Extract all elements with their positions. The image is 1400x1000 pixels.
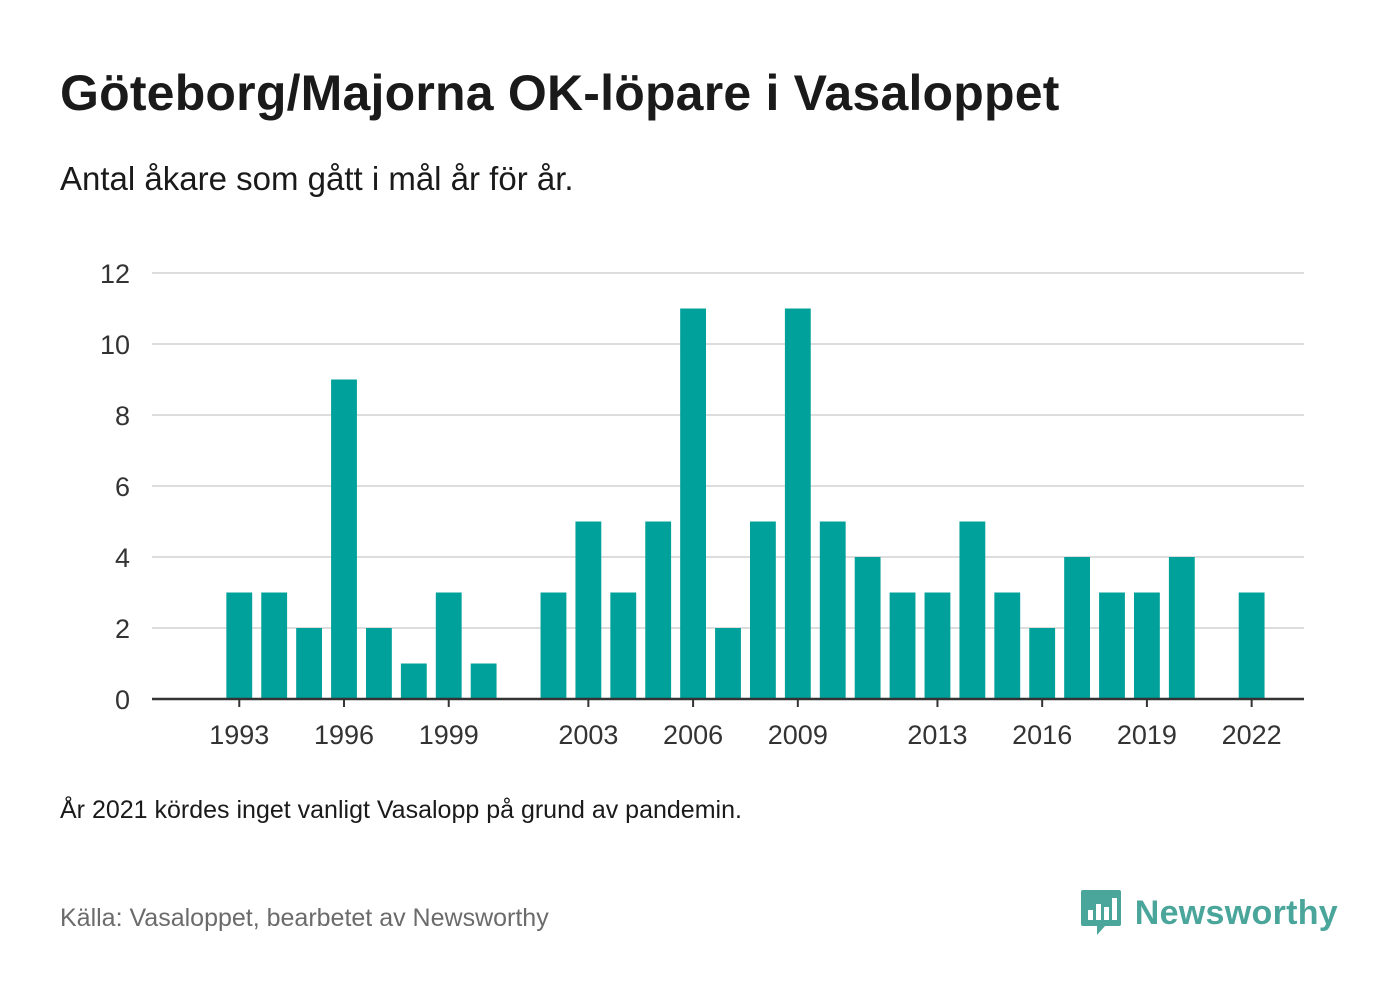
y-tick-label: 6 bbox=[115, 472, 130, 502]
bar-2019 bbox=[1133, 592, 1160, 699]
newsworthy-logo[interactable]: Newsworthy bbox=[1079, 888, 1338, 938]
y-tick-label: 12 bbox=[100, 259, 130, 289]
bar-1995 bbox=[296, 628, 323, 699]
bar-2004 bbox=[610, 592, 637, 699]
x-tick-label: 2016 bbox=[1012, 720, 1072, 750]
bar-1997 bbox=[365, 628, 392, 699]
bar-2014 bbox=[959, 521, 986, 699]
source-text: Källa: Vasaloppet, bearbetet av Newswort… bbox=[60, 904, 549, 932]
bar-2009 bbox=[784, 308, 811, 699]
bar-2015 bbox=[994, 592, 1021, 699]
bar-chart: 0 2 4 6 8 10 12 1993 1996 1999 2003 2006 2009 2013 20… bbox=[100, 259, 1304, 750]
bar-2013 bbox=[924, 592, 951, 699]
grid-lines bbox=[152, 272, 1304, 629]
bar-2005 bbox=[645, 521, 672, 699]
bar-1998 bbox=[400, 663, 427, 699]
bar-2012 bbox=[889, 592, 916, 699]
bar-2020 bbox=[1168, 557, 1195, 699]
x-tick-label: 1999 bbox=[419, 720, 479, 750]
x-tick-label: 2019 bbox=[1117, 720, 1177, 750]
y-tick-label: 4 bbox=[115, 543, 130, 573]
bar-1994 bbox=[261, 592, 288, 699]
chart-subtitle: Antal åkare som gått i mål år för år. bbox=[60, 160, 574, 197]
x-tick-label: 2013 bbox=[907, 720, 967, 750]
bar-2008 bbox=[749, 521, 776, 699]
y-tick-label: 10 bbox=[100, 330, 130, 360]
bar-2017 bbox=[1064, 557, 1091, 699]
bar-2007 bbox=[715, 628, 741, 699]
x-tick-label: 2006 bbox=[663, 720, 723, 750]
footnote: År 2021 kördes inget vanligt Vasalopp på… bbox=[60, 796, 742, 824]
bar-1999 bbox=[435, 592, 462, 699]
x-axis-tick-labels: 1993 1996 1999 2003 2006 2009 2013 2016 2019 2022 bbox=[209, 699, 1282, 750]
bars bbox=[226, 308, 1265, 699]
bar-2000 bbox=[470, 663, 497, 699]
newsworthy-logo-icon bbox=[1080, 890, 1121, 935]
bar-2006 bbox=[680, 308, 707, 699]
y-tick-label: 2 bbox=[115, 614, 130, 644]
bar-2011 bbox=[854, 557, 881, 699]
bar-2016 bbox=[1029, 628, 1056, 699]
x-tick-label: 1993 bbox=[209, 720, 269, 750]
bar-2010 bbox=[819, 521, 846, 699]
y-axis-tick-labels: 0 2 4 6 8 10 12 bbox=[100, 259, 130, 715]
x-tick-label: 1996 bbox=[314, 720, 374, 750]
x-tick-label: 2003 bbox=[558, 720, 618, 750]
bar-1993 bbox=[226, 592, 253, 699]
y-tick-label: 0 bbox=[115, 685, 130, 715]
x-tick-label: 2022 bbox=[1222, 720, 1282, 750]
chart-title: Göteborg/Majorna OK-löpare i Vasaloppet bbox=[60, 65, 1060, 121]
newsworthy-logo-text: Newsworthy bbox=[1134, 893, 1338, 932]
y-tick-label: 8 bbox=[115, 401, 130, 431]
bar-2022 bbox=[1238, 592, 1265, 699]
bar-2002 bbox=[540, 592, 567, 699]
bar-2018 bbox=[1099, 592, 1125, 699]
bar-1996 bbox=[331, 379, 357, 699]
x-tick-label: 2009 bbox=[768, 720, 828, 750]
bar-2003 bbox=[575, 521, 602, 699]
